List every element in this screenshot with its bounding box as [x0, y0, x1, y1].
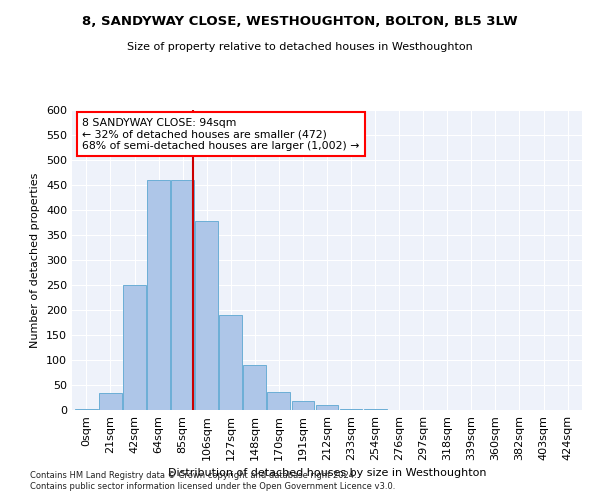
Bar — [220, 315, 242, 410]
X-axis label: Distribution of detached houses by size in Westhoughton: Distribution of detached houses by size … — [168, 468, 486, 478]
Text: Contains HM Land Registry data © Crown copyright and database right 2024.: Contains HM Land Registry data © Crown c… — [30, 470, 356, 480]
Bar — [123, 285, 146, 410]
Bar — [99, 392, 122, 410]
Bar — [316, 405, 338, 410]
Text: Contains public sector information licensed under the Open Government Licence v3: Contains public sector information licen… — [30, 482, 395, 491]
Text: 8, SANDYWAY CLOSE, WESTHOUGHTON, BOLTON, BL5 3LW: 8, SANDYWAY CLOSE, WESTHOUGHTON, BOLTON,… — [82, 15, 518, 28]
Bar — [244, 365, 266, 410]
Bar — [268, 392, 290, 410]
Text: 8 SANDYWAY CLOSE: 94sqm
← 32% of detached houses are smaller (472)
68% of semi-d: 8 SANDYWAY CLOSE: 94sqm ← 32% of detache… — [82, 118, 359, 150]
Bar — [195, 221, 218, 410]
Bar — [364, 409, 386, 410]
Bar — [292, 401, 314, 410]
Bar — [171, 180, 194, 410]
Bar — [340, 408, 362, 410]
Text: Size of property relative to detached houses in Westhoughton: Size of property relative to detached ho… — [127, 42, 473, 52]
Bar — [75, 409, 98, 410]
Bar — [147, 180, 170, 410]
Y-axis label: Number of detached properties: Number of detached properties — [31, 172, 40, 348]
